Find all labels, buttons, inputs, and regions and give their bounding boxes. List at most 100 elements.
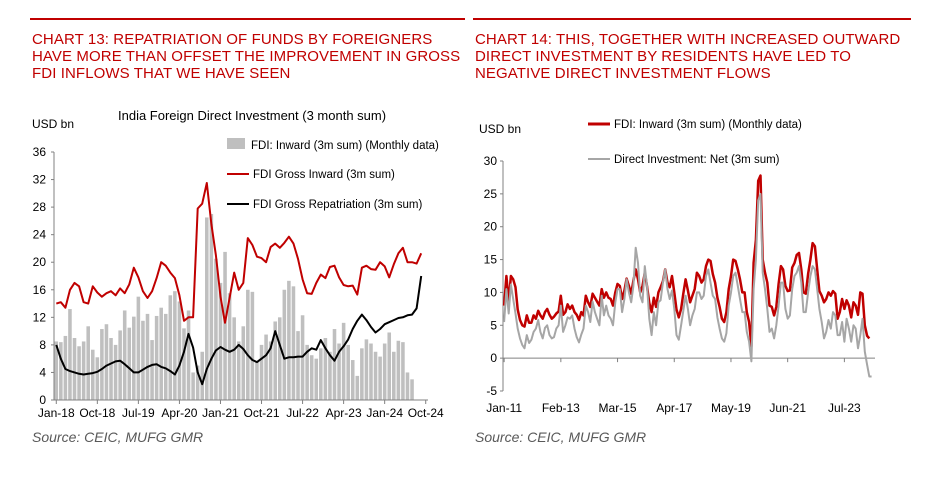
- chart13-bar: [113, 344, 118, 400]
- chart13-bar: [191, 372, 195, 400]
- chart13-bar: [218, 282, 223, 400]
- chart13-bar: [259, 344, 264, 400]
- chart13-bar: [378, 356, 382, 400]
- chart14-xtick-0: Jan-11: [486, 401, 522, 415]
- chart13-bar: [268, 341, 273, 400]
- chart13-bar: [369, 343, 373, 400]
- chart13-bar: [227, 293, 232, 400]
- chart13-bar: [127, 327, 132, 400]
- chart13-bar: [81, 341, 86, 400]
- chart14-svg: USD bn -5 0 5 10 15 20 25 30 Jan-11 Feb-13 Mar-15 Ap…: [479, 119, 875, 415]
- chart14-xtick-2: Mar-15: [599, 401, 637, 415]
- chart13-xtick-9: Oct-24: [408, 406, 444, 420]
- chart13-legend-label-1: FDI Gross Inward (3m sum): [253, 169, 395, 181]
- chart14-legend-label-0: FDI: Inward (3m sum) (Monthly data): [614, 119, 802, 131]
- chart13-bar: [273, 321, 277, 400]
- chart13-legend-label-0: FDI: Inward (3m sum) (Monthly data): [251, 140, 439, 152]
- chart13-bar: [59, 342, 63, 400]
- chart13-bar: [232, 317, 236, 400]
- chart13-xtick-1: Oct-18: [79, 406, 115, 420]
- chart13-bar: [305, 344, 309, 400]
- chart13-bar: [300, 315, 305, 400]
- chart13-bar: [205, 217, 209, 400]
- chart14-xtick-3: Apr-17: [656, 401, 692, 415]
- chart14-xtick-5: Jun-21: [769, 401, 806, 415]
- chart14-ytick-2: 5: [490, 318, 497, 332]
- chart13-bar: [410, 379, 414, 400]
- chart14-xtick-1: Feb-13: [542, 401, 580, 415]
- chart13-bar: [309, 355, 314, 400]
- chart13-bar: [360, 348, 364, 400]
- chart13-ytick-6: 24: [33, 228, 47, 242]
- chart13-bar: [287, 280, 291, 400]
- chart13-bar: [200, 351, 205, 400]
- chart13-bar: [246, 289, 250, 400]
- chart14-ytick-1: 0: [490, 351, 497, 365]
- chart13-bar: [150, 340, 154, 400]
- chart13-bar: [241, 326, 246, 400]
- chart13-title: India Foreign Direct Investment (3 month…: [118, 108, 386, 123]
- chart13-bar: [350, 360, 355, 400]
- chart13-bar: [323, 338, 328, 400]
- chart14-series-line-0: [502, 174, 871, 348]
- chart13-ytick-4: 16: [33, 283, 47, 297]
- chart13-legend-swatch-0: [227, 138, 245, 149]
- chart13-ytick-5: 20: [33, 255, 47, 269]
- chart14-ytick-3: 10: [484, 285, 498, 299]
- chart13-bar: [396, 340, 401, 400]
- chart13-bar: [104, 324, 109, 400]
- chart13-xtick-2: Jul-19: [122, 406, 155, 420]
- chart13-ytick-8: 32: [33, 173, 47, 187]
- chart14-ytick-5: 20: [484, 220, 498, 234]
- chart13-bar: [337, 343, 341, 400]
- chart13-bar: [195, 365, 200, 400]
- chart13-bar: [341, 322, 346, 400]
- chart13-bar: [100, 329, 104, 400]
- chart14-source: Source: CEIC, MUFG GMR: [475, 429, 647, 445]
- chart13-heading: CHART 13: REPATRIATION OF FUNDS BY FOREI…: [32, 31, 461, 82]
- chart13-bar: [132, 316, 136, 400]
- chart13-bar: [282, 289, 287, 400]
- chart13-series-line-1: [55, 275, 423, 386]
- chart13-bar: [168, 295, 173, 400]
- chart13-bar: [401, 342, 405, 400]
- chart14-legend-label-1: Direct Investment: Net (3m sum): [614, 154, 780, 166]
- chart13-series-line-0: [56, 182, 423, 324]
- chart13-bar: [264, 334, 268, 400]
- chart14-top-rule: [473, 18, 911, 20]
- chart13-bar: [364, 339, 369, 400]
- chart13-bar: [214, 258, 218, 400]
- chart14-ylabel: USD bn: [479, 122, 521, 136]
- chart13-bar: [154, 315, 159, 400]
- chart13-bar: [209, 214, 214, 400]
- chart13-bar: [109, 338, 113, 400]
- chart13-ytick-2: 8: [39, 338, 46, 352]
- chart13-xtick-6: Jul-22: [286, 406, 319, 420]
- chart13-bar: [95, 357, 100, 400]
- chart13-bar: [141, 320, 145, 400]
- chart13-source: Source: CEIC, MUFG GMR: [32, 429, 204, 445]
- chart13-xtick-4: Jan-21: [202, 406, 239, 420]
- chart14-ytick-4: 15: [484, 253, 498, 267]
- chart13-bar: [177, 301, 182, 400]
- chart13-xtick-3: Apr-20: [161, 406, 197, 420]
- chart13-bar: [291, 286, 296, 400]
- chart13-legend-label-2: FDI Gross Repatriation (3m sum): [253, 199, 423, 211]
- chart13-bar: [405, 372, 410, 400]
- chart13-bar: [296, 331, 300, 400]
- chart13-ytick-7: 28: [33, 200, 47, 214]
- chart13-bar: [373, 351, 378, 400]
- chart13-xtick-0: Jan-18: [38, 406, 75, 420]
- chart14-xtick-6: Jul-23: [828, 401, 861, 415]
- chart13-bar: [387, 332, 392, 400]
- chart13-bar: [86, 326, 90, 400]
- chart13-bar: [68, 309, 72, 400]
- chart14-ytick-6: 25: [484, 187, 498, 201]
- chart13-bar: [255, 361, 259, 400]
- chart14-ytick-0: -5: [486, 384, 497, 398]
- chart13-bar: [223, 251, 227, 400]
- chart13-ytick-3: 12: [33, 310, 47, 324]
- chart13-bar: [328, 351, 332, 400]
- chart13-ylabel: USD bn: [32, 117, 74, 131]
- chart13-bar: [382, 343, 387, 400]
